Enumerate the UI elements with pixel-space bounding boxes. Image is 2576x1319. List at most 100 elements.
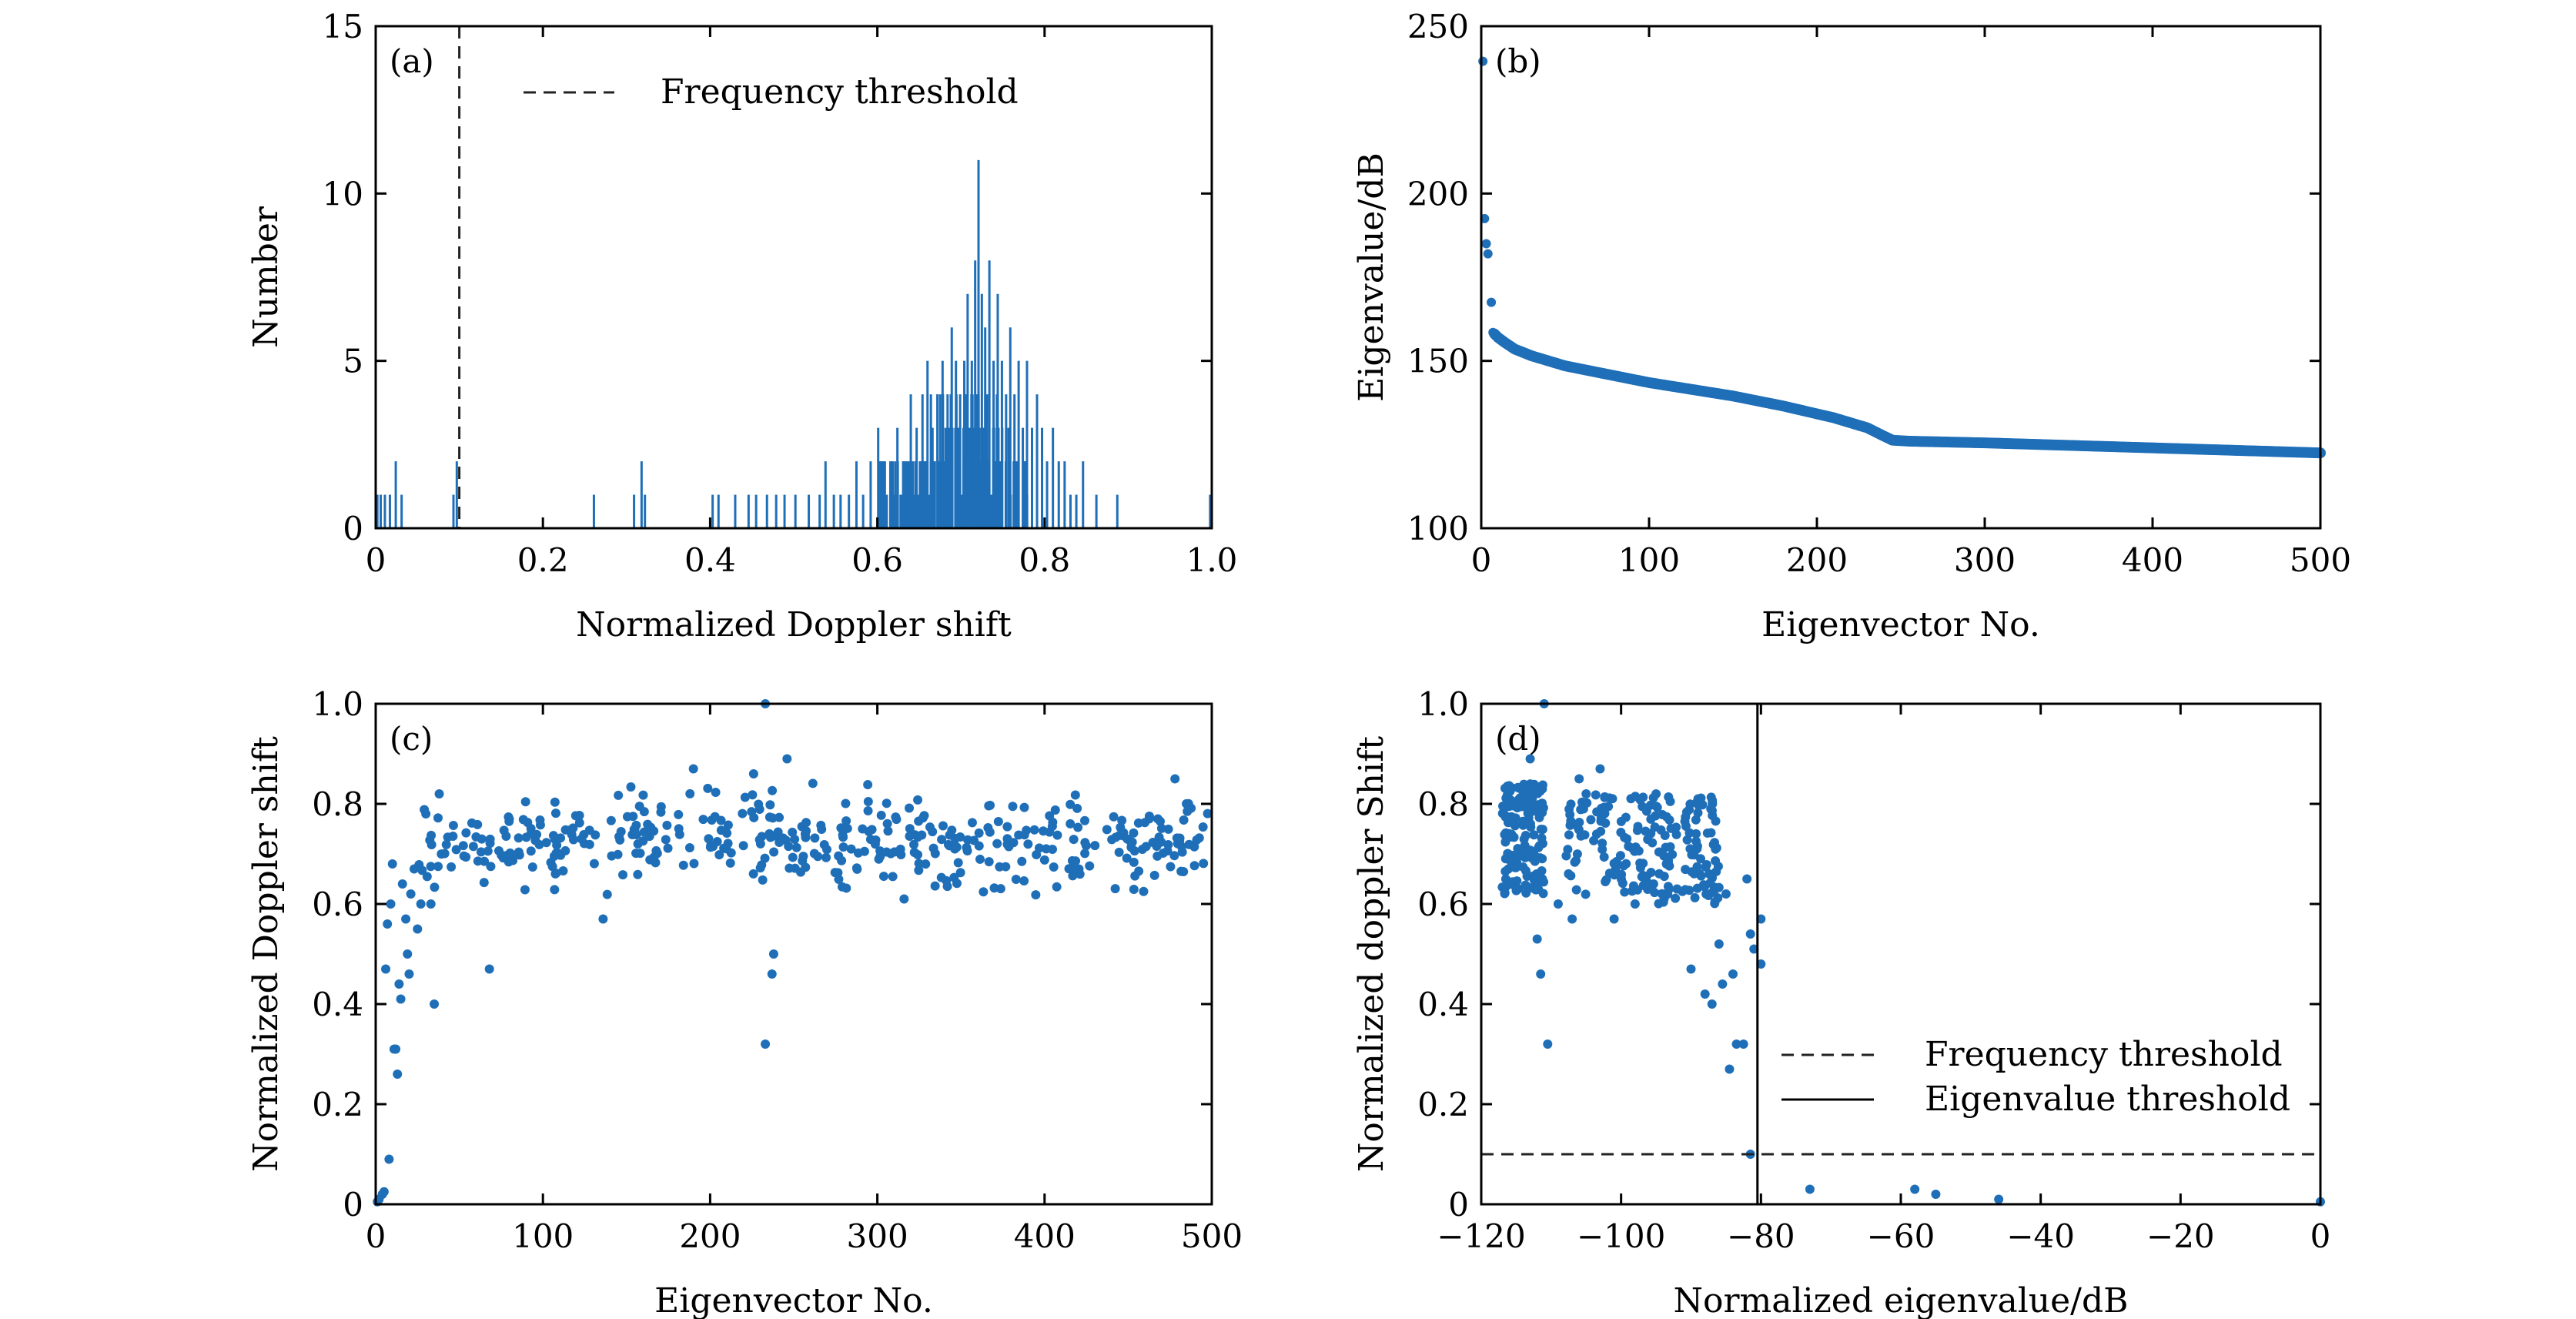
x-tick-label: 500 bbox=[1181, 1217, 1243, 1255]
data-point bbox=[1090, 841, 1100, 851]
y-tick-label: 1.0 bbox=[1417, 685, 1469, 723]
data-point bbox=[1483, 249, 1493, 259]
panel-a-data bbox=[376, 159, 1212, 528]
panel-d-data bbox=[1497, 699, 2325, 1207]
data-point bbox=[938, 821, 948, 831]
data-point bbox=[560, 845, 570, 855]
data-point bbox=[1646, 814, 1656, 824]
data-point bbox=[514, 833, 524, 843]
panel-d: −120 −100 −80 −60 −40 −20 0 0 0.2 0.4 0.6 0.8 1.0 (d… bbox=[1352, 685, 2330, 1319]
data-point bbox=[813, 852, 823, 862]
data-point bbox=[863, 806, 873, 816]
data-point bbox=[1622, 834, 1632, 844]
data-point bbox=[949, 872, 959, 882]
data-point bbox=[535, 815, 545, 825]
data-point bbox=[1512, 857, 1522, 867]
data-point bbox=[499, 825, 509, 835]
data-point bbox=[1107, 835, 1117, 845]
data-point bbox=[993, 816, 1003, 826]
data-point bbox=[790, 835, 800, 845]
data-point bbox=[1682, 835, 1692, 845]
data-point bbox=[1509, 832, 1519, 842]
data-point bbox=[754, 799, 764, 809]
data-point bbox=[526, 846, 536, 856]
panel-c-y-axis-label: Normalized Doppler shift bbox=[246, 736, 286, 1172]
data-point bbox=[663, 843, 673, 853]
data-point bbox=[1626, 794, 1636, 804]
data-point bbox=[678, 860, 688, 870]
data-point bbox=[1029, 825, 1039, 835]
data-point bbox=[1481, 239, 1491, 249]
data-point bbox=[1152, 842, 1162, 852]
panel-b-y-axis-label: Eigenvalue/dB bbox=[1352, 152, 1391, 402]
data-point bbox=[886, 849, 896, 859]
data-point bbox=[785, 863, 795, 873]
data-point bbox=[1627, 886, 1637, 896]
data-point bbox=[626, 782, 636, 792]
data-point bbox=[871, 835, 881, 845]
data-point bbox=[1596, 816, 1606, 826]
data-point bbox=[830, 868, 840, 878]
data-point bbox=[1707, 999, 1717, 1009]
data-point bbox=[817, 824, 827, 834]
data-point bbox=[1620, 887, 1630, 897]
data-point bbox=[1537, 825, 1547, 835]
panel-c-x-axis-label: Eigenvector No. bbox=[654, 1281, 933, 1319]
data-point bbox=[630, 825, 640, 835]
data-point bbox=[914, 859, 924, 869]
data-point bbox=[878, 872, 888, 882]
data-point bbox=[1102, 825, 1112, 835]
data-point bbox=[995, 862, 1005, 872]
data-point bbox=[1571, 885, 1581, 895]
data-point bbox=[841, 883, 851, 893]
data-point bbox=[1052, 882, 1062, 892]
data-point bbox=[1595, 764, 1605, 774]
data-point bbox=[1618, 879, 1628, 889]
data-point bbox=[1714, 882, 1724, 892]
data-point bbox=[1537, 874, 1547, 884]
legend-frequency-label: Frequency threshold bbox=[661, 72, 1019, 112]
data-point bbox=[738, 841, 748, 851]
data-point bbox=[1075, 869, 1085, 879]
data-point bbox=[1537, 833, 1547, 843]
data-point bbox=[1134, 866, 1144, 876]
data-point bbox=[416, 899, 426, 909]
data-point bbox=[748, 869, 758, 879]
data-point bbox=[821, 852, 831, 862]
y-tick-label: 200 bbox=[1407, 175, 1469, 213]
data-point bbox=[913, 795, 923, 805]
data-point bbox=[1543, 1039, 1553, 1049]
panel-c-frame bbox=[374, 702, 1213, 1206]
data-point bbox=[1529, 851, 1539, 861]
data-point bbox=[1080, 849, 1090, 859]
data-point bbox=[928, 843, 938, 853]
y-tick-label: 0 bbox=[343, 510, 363, 547]
data-point bbox=[725, 858, 735, 868]
data-point bbox=[1519, 802, 1529, 812]
data-point bbox=[937, 835, 947, 845]
data-point bbox=[1742, 874, 1752, 884]
data-point bbox=[949, 839, 959, 849]
data-point bbox=[421, 809, 431, 819]
data-point bbox=[1573, 822, 1583, 832]
data-point bbox=[1561, 851, 1571, 861]
panel-a-x-axis-label: Normalized Doppler shift bbox=[576, 605, 1012, 644]
data-point bbox=[1580, 830, 1590, 840]
x-tick-label: 0.6 bbox=[851, 541, 903, 579]
data-point bbox=[1731, 1039, 1741, 1049]
data-point bbox=[1503, 877, 1513, 887]
panel-c-ticks: 0 100 200 300 400 500 0 0.2 0.4 0.6 0.8 1.0 bbox=[312, 685, 1243, 1255]
data-point bbox=[404, 969, 414, 979]
data-point bbox=[451, 845, 461, 855]
y-tick-label: 0.2 bbox=[312, 1086, 363, 1123]
data-point bbox=[846, 844, 856, 854]
data-point bbox=[1910, 1184, 1920, 1194]
data-point bbox=[1661, 859, 1671, 869]
data-point bbox=[468, 842, 478, 852]
y-tick-label: 0 bbox=[1448, 1186, 1469, 1224]
data-point bbox=[774, 837, 785, 847]
data-point bbox=[1656, 825, 1666, 835]
data-point bbox=[607, 851, 617, 861]
x-tick-label: −80 bbox=[1727, 1217, 1795, 1255]
